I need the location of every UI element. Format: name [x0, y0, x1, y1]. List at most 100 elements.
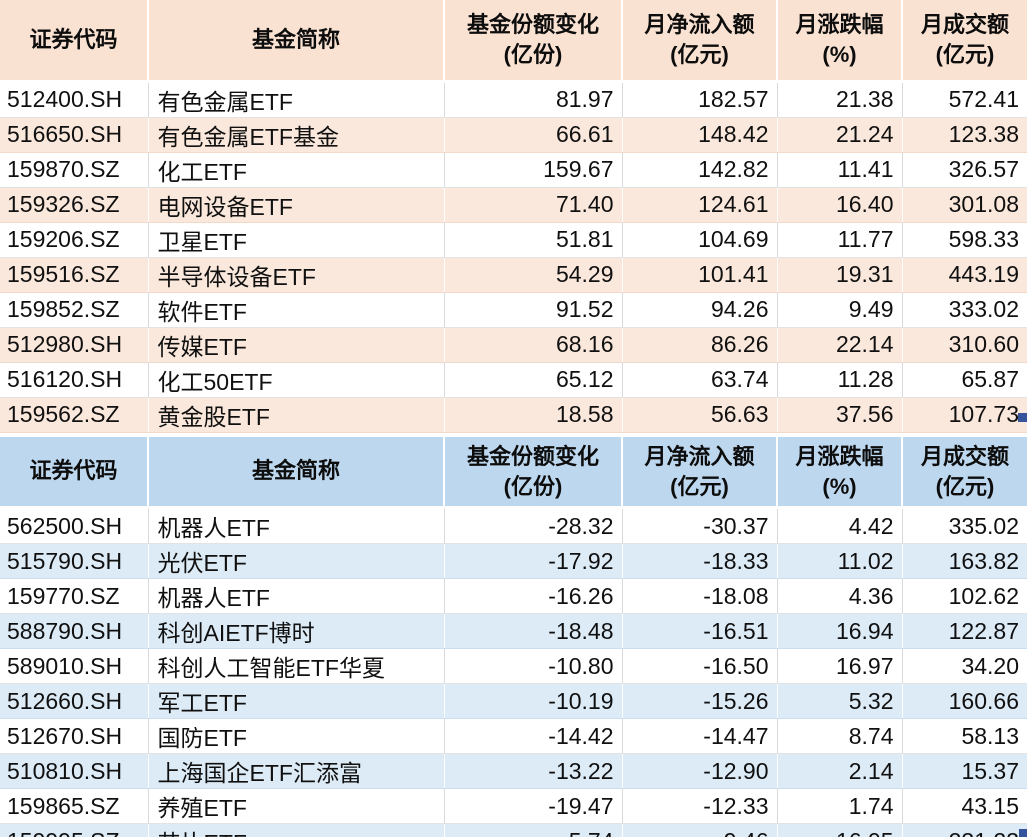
security-code-cell[interactable]: 589010.SH	[0, 648, 149, 684]
share-change-cell[interactable]: 18.58	[444, 397, 622, 433]
monthly-change-cell[interactable]: 8.74	[777, 718, 903, 754]
fund-name-cell[interactable]: 国防ETF	[148, 718, 445, 754]
header-share-change[interactable]: 基金份额变化 (亿份)	[444, 0, 623, 83]
share-change-cell[interactable]: 81.97	[444, 81, 623, 118]
share-change-cell[interactable]: 54.29	[444, 257, 622, 293]
turnover-cell[interactable]: 598.33	[902, 222, 1027, 258]
fund-name-cell[interactable]: 上海国企ETF汇添富	[148, 753, 444, 789]
header-security-code[interactable]: 证券代码	[0, 0, 149, 83]
turnover-cell[interactable]: 231.23	[902, 823, 1027, 837]
monthly-change-cell[interactable]: 22.14	[777, 327, 902, 363]
security-code-cell[interactable]: 516120.SH	[0, 362, 149, 398]
security-code-cell[interactable]: 516650.SH	[0, 117, 148, 153]
monthly-change-cell[interactable]: 11.28	[777, 362, 903, 398]
net-inflow-cell[interactable]: 94.26	[622, 292, 778, 328]
net-inflow-cell[interactable]: -16.51	[622, 613, 777, 649]
share-change-cell[interactable]: -17.92	[444, 543, 622, 579]
header-share-change[interactable]: 基金份额变化 (亿份)	[444, 436, 623, 509]
turnover-cell[interactable]: 43.15	[902, 788, 1027, 824]
fund-name-cell[interactable]: 机器人ETF	[148, 507, 445, 544]
selection-fill-handle-bottom-table[interactable]	[1019, 829, 1027, 837]
net-inflow-cell[interactable]: 142.82	[622, 152, 778, 188]
share-change-cell[interactable]: -10.80	[444, 648, 623, 684]
fund-name-cell[interactable]: 有色金属ETF	[148, 81, 445, 118]
turnover-cell[interactable]: 102.62	[902, 578, 1027, 614]
share-change-cell[interactable]: -10.19	[444, 683, 622, 719]
monthly-change-cell[interactable]: 19.31	[777, 257, 902, 293]
fund-name-cell[interactable]: 军工ETF	[148, 683, 444, 719]
security-code-cell[interactable]: 512670.SH	[0, 718, 149, 754]
fund-name-cell[interactable]: 卫星ETF	[148, 222, 445, 258]
monthly-change-cell[interactable]: 1.74	[777, 788, 903, 824]
share-change-cell[interactable]: 91.52	[444, 292, 623, 328]
monthly-change-cell[interactable]: 21.24	[777, 117, 902, 153]
share-change-cell[interactable]: -13.22	[444, 753, 622, 789]
share-change-cell[interactable]: -14.42	[444, 718, 623, 754]
share-change-cell[interactable]: -5.74	[444, 823, 622, 837]
share-change-cell[interactable]: 159.67	[444, 152, 623, 188]
header-turnover[interactable]: 月成交额 (亿元)	[902, 0, 1027, 83]
header-turnover[interactable]: 月成交额 (亿元)	[902, 436, 1027, 509]
net-inflow-cell[interactable]: -18.33	[622, 543, 777, 579]
security-code-cell[interactable]: 159852.SZ	[0, 292, 149, 328]
turnover-cell[interactable]: 58.13	[902, 718, 1027, 754]
turnover-cell[interactable]: 572.41	[902, 81, 1027, 118]
turnover-cell[interactable]: 333.02	[902, 292, 1027, 328]
monthly-change-cell[interactable]: 11.02	[777, 543, 902, 579]
monthly-change-cell[interactable]: 4.36	[777, 578, 903, 614]
fund-name-cell[interactable]: 科创AIETF博时	[148, 613, 444, 649]
share-change-cell[interactable]: 68.16	[444, 327, 622, 363]
monthly-change-cell[interactable]: 21.38	[777, 81, 903, 118]
monthly-change-cell[interactable]: 11.41	[777, 152, 903, 188]
security-code-cell[interactable]: 159326.SZ	[0, 187, 148, 223]
net-inflow-cell[interactable]: -18.08	[622, 578, 778, 614]
monthly-change-cell[interactable]: 16.97	[777, 648, 903, 684]
security-code-cell[interactable]: 159870.SZ	[0, 152, 149, 188]
header-net-inflow[interactable]: 月净流入额 (亿元)	[622, 0, 778, 83]
security-code-cell[interactable]: 159770.SZ	[0, 578, 149, 614]
turnover-cell[interactable]: 335.02	[902, 507, 1027, 544]
monthly-change-cell[interactable]: 5.32	[777, 683, 902, 719]
turnover-cell[interactable]: 160.66	[902, 683, 1027, 719]
fund-name-cell[interactable]: 软件ETF	[148, 292, 445, 328]
fund-name-cell[interactable]: 养殖ETF	[148, 788, 445, 824]
net-inflow-cell[interactable]: -15.26	[622, 683, 777, 719]
header-net-inflow[interactable]: 月净流入额 (亿元)	[622, 436, 778, 509]
net-inflow-cell[interactable]: 182.57	[622, 81, 778, 118]
security-code-cell[interactable]: 512400.SH	[0, 81, 149, 118]
net-inflow-cell[interactable]: 148.42	[622, 117, 777, 153]
monthly-change-cell[interactable]: 9.49	[777, 292, 903, 328]
fund-name-cell[interactable]: 黄金股ETF	[148, 397, 444, 433]
share-change-cell[interactable]: -16.26	[444, 578, 623, 614]
security-code-cell[interactable]: 159995.SZ	[0, 823, 148, 837]
security-code-cell[interactable]: 562500.SH	[0, 507, 149, 544]
monthly-change-cell[interactable]: 16.94	[777, 613, 902, 649]
net-inflow-cell[interactable]: -12.33	[622, 788, 778, 824]
fund-name-cell[interactable]: 化工50ETF	[148, 362, 445, 398]
share-change-cell[interactable]: 65.12	[444, 362, 623, 398]
net-inflow-cell[interactable]: 56.63	[622, 397, 777, 433]
fund-name-cell[interactable]: 芯片ETF	[148, 823, 444, 837]
security-code-cell[interactable]: 159516.SZ	[0, 257, 148, 293]
share-change-cell[interactable]: -19.47	[444, 788, 623, 824]
turnover-cell[interactable]: 310.60	[902, 327, 1027, 363]
security-code-cell[interactable]: 512660.SH	[0, 683, 148, 719]
fund-name-cell[interactable]: 半导体设备ETF	[148, 257, 444, 293]
monthly-change-cell[interactable]: 16.40	[777, 187, 902, 223]
security-code-cell[interactable]: 512980.SH	[0, 327, 148, 363]
security-code-cell[interactable]: 515790.SH	[0, 543, 148, 579]
turnover-cell[interactable]: 107.73	[902, 397, 1027, 433]
turnover-cell[interactable]: 163.82	[902, 543, 1027, 579]
fund-name-cell[interactable]: 有色金属ETF基金	[148, 117, 444, 153]
header-monthly-change[interactable]: 月涨跌幅 (%)	[777, 0, 903, 83]
net-inflow-cell[interactable]: -30.37	[622, 507, 778, 544]
fund-name-cell[interactable]: 电网设备ETF	[148, 187, 444, 223]
fund-name-cell[interactable]: 传媒ETF	[148, 327, 444, 363]
net-inflow-cell[interactable]: -14.47	[622, 718, 778, 754]
monthly-change-cell[interactable]: 2.14	[777, 753, 902, 789]
security-code-cell[interactable]: 159206.SZ	[0, 222, 149, 258]
monthly-change-cell[interactable]: 37.56	[777, 397, 902, 433]
net-inflow-cell[interactable]: 86.26	[622, 327, 777, 363]
header-security-code[interactable]: 证券代码	[0, 436, 149, 509]
security-code-cell[interactable]: 159562.SZ	[0, 397, 148, 433]
